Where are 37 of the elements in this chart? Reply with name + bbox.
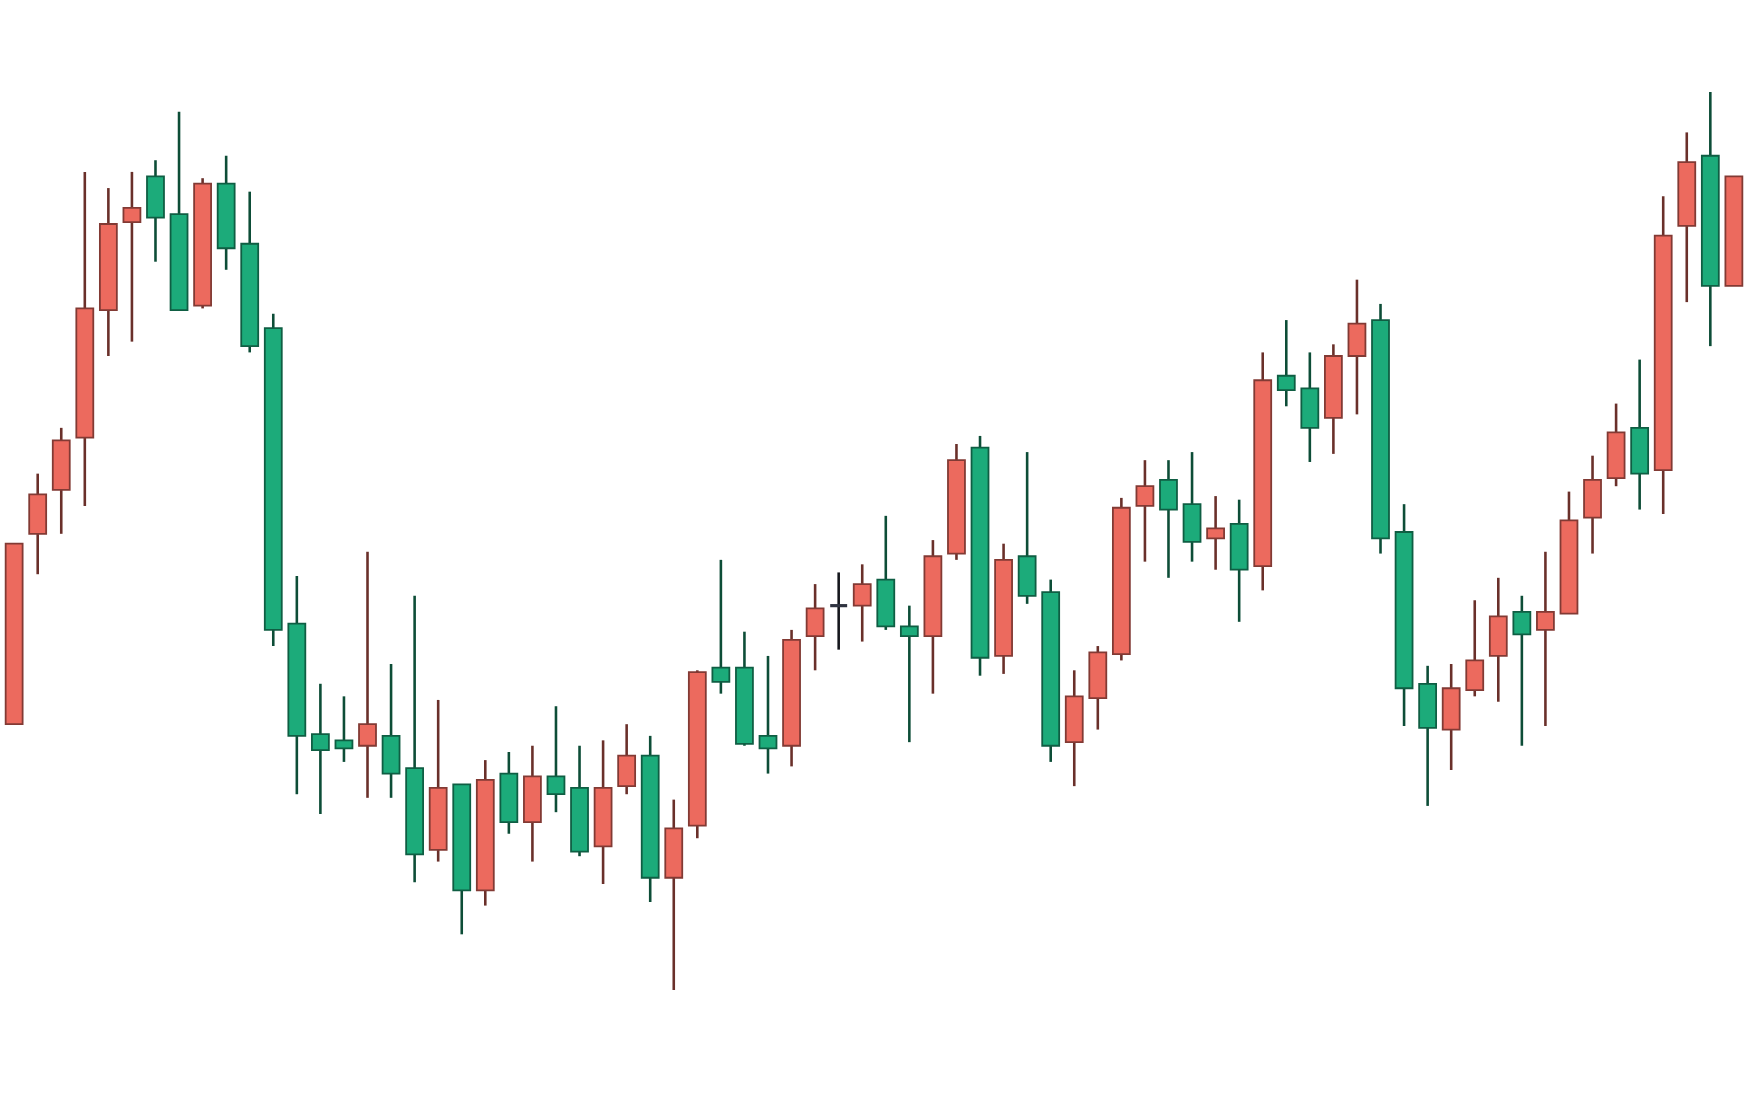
candlestick (852, 563, 872, 643)
candlestick (1300, 351, 1320, 464)
candlestick (1088, 644, 1108, 731)
candlestick (1465, 598, 1485, 698)
candlestick (1135, 458, 1155, 563)
candlestick (1630, 358, 1650, 511)
candlestick (1229, 498, 1249, 624)
candlestick (358, 550, 377, 800)
candlestick (1488, 576, 1508, 704)
candlestick (1017, 450, 1037, 606)
candlestick (1536, 550, 1555, 728)
candlestick (758, 654, 778, 775)
candlestick (828, 571, 849, 651)
candlestick (1606, 402, 1626, 488)
candlestick (1441, 662, 1461, 772)
candlestick (28, 472, 48, 576)
candlestick (546, 704, 566, 814)
candlestick (1583, 454, 1602, 555)
candlestick (1182, 450, 1202, 563)
candlestick (617, 722, 637, 796)
candlestick (1159, 458, 1178, 580)
candlestick (899, 604, 919, 744)
candlestick (381, 662, 401, 800)
candlestick (1206, 494, 1225, 572)
candlestick (805, 582, 825, 672)
candlestick (876, 514, 896, 632)
candlestick (1276, 318, 1296, 408)
candlestick (334, 695, 354, 764)
candlestick (1064, 669, 1084, 788)
candlestick (523, 744, 542, 863)
candlestick (122, 170, 142, 343)
candlestick (711, 558, 731, 695)
candlestick (146, 158, 165, 264)
candlestick (1347, 278, 1367, 416)
candlestick (1418, 664, 1438, 808)
candlestick (311, 682, 330, 816)
candlestick (1512, 594, 1532, 748)
